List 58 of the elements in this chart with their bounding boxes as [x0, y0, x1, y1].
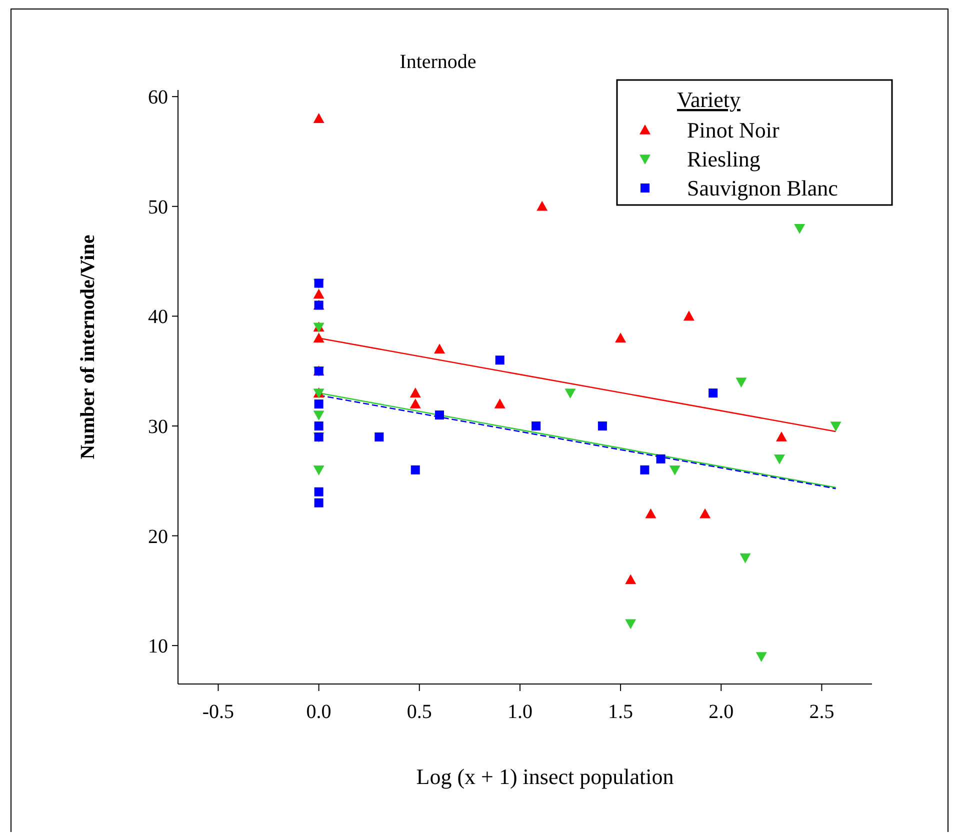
x-axis-title: Log (x + 1) insect population — [416, 764, 674, 789]
point — [708, 388, 718, 398]
point — [313, 288, 324, 299]
point — [656, 454, 666, 464]
y-tick-label: 40 — [148, 306, 168, 328]
point — [313, 332, 324, 343]
point — [774, 454, 785, 464]
x-tick-label: 0.5 — [406, 701, 432, 723]
point — [625, 619, 636, 630]
y-tick-label: 10 — [148, 636, 168, 658]
point — [314, 421, 324, 430]
y-tick-label: 20 — [148, 526, 168, 548]
point — [314, 498, 324, 508]
legend-label: Sauvignon Blanc — [687, 176, 838, 201]
point — [314, 400, 324, 409]
x-tick-label: 1.5 — [608, 701, 634, 723]
point — [683, 310, 694, 321]
point — [776, 431, 787, 442]
point — [736, 378, 747, 388]
point — [313, 113, 324, 123]
point — [313, 465, 324, 476]
point — [314, 487, 324, 496]
point — [410, 398, 421, 408]
point — [640, 465, 650, 474]
y-axis-title: Number of internode/Vine — [77, 234, 99, 460]
y-tick-label: 60 — [148, 86, 168, 109]
point — [669, 465, 680, 476]
point — [564, 388, 576, 399]
point — [756, 652, 767, 662]
point — [645, 508, 656, 518]
point — [700, 508, 711, 518]
legend-title: Variety — [677, 87, 741, 112]
y-tick-label: 50 — [148, 196, 168, 218]
point — [794, 224, 806, 234]
x-tick-label: 2.0 — [708, 701, 734, 723]
point — [410, 465, 420, 474]
point — [830, 422, 842, 432]
point — [532, 421, 541, 430]
point — [625, 574, 636, 584]
x-tick-label: 0.0 — [306, 701, 332, 723]
point — [313, 410, 324, 420]
x-tick-label: 1.0 — [507, 701, 532, 723]
y-tick-label: 30 — [148, 416, 168, 438]
x-tick-label: 2.5 — [809, 701, 834, 723]
legend-label: Riesling — [687, 146, 760, 172]
chart-title: Internode — [400, 51, 476, 73]
point — [434, 344, 446, 354]
point — [536, 200, 548, 211]
legend-label: Pinot Noir — [687, 118, 780, 143]
point — [410, 388, 421, 398]
point — [495, 356, 504, 365]
point — [615, 332, 626, 343]
point — [494, 398, 506, 408]
point — [598, 421, 607, 430]
x-tick-label: -0.5 — [202, 701, 234, 723]
point — [374, 432, 384, 442]
point — [435, 410, 444, 420]
point — [740, 553, 751, 564]
